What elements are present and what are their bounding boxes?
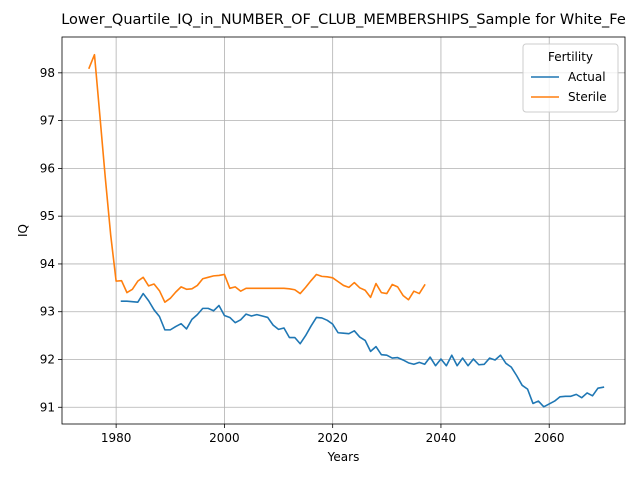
x-tick-label: 1980: [101, 431, 132, 445]
x-axis-label: Years: [327, 450, 360, 464]
x-tick-label: 2020: [317, 431, 348, 445]
series-line-sterile: [88, 53, 426, 303]
y-tick-label: 96: [40, 161, 55, 175]
plot-frame: [61, 36, 626, 425]
legend-items: Actual Sterile: [531, 70, 607, 104]
x-tick-label: 2000: [209, 431, 240, 445]
y-tick-label: 97: [40, 114, 55, 128]
y-tick-label: 93: [40, 305, 55, 319]
chart-title: Lower_Quartile_IQ_in_NUMBER_OF_CLUB_MEMB…: [61, 12, 626, 28]
series-line-actual: [120, 292, 605, 408]
y-tick-label: 91: [40, 400, 55, 414]
series-layer: [88, 53, 605, 408]
legend: Fertility Actual Sterile: [522, 43, 619, 113]
y-tick-label: 92: [40, 353, 55, 367]
x-tick-label: 2060: [534, 431, 565, 445]
legend-label: Sterile: [568, 90, 607, 104]
y-tick-label: 98: [40, 66, 55, 80]
y-tick-label: 94: [40, 257, 55, 271]
legend-label: Actual: [568, 70, 606, 84]
x-tick-label: 2040: [426, 431, 457, 445]
x-axis: 1980 2000 2020 2040 2060: [101, 424, 565, 445]
y-axis: 91 92 93 94 95 96 97 98: [40, 66, 62, 414]
y-tick-label: 95: [40, 209, 55, 223]
y-axis-label: IQ: [16, 224, 30, 237]
legend-box: [522, 43, 619, 113]
legend-title: Fertility: [548, 50, 593, 64]
